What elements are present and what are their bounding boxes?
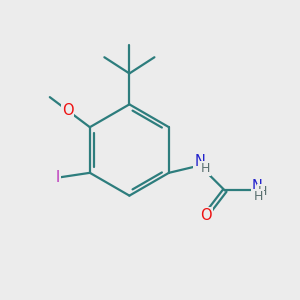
Text: N: N bbox=[194, 154, 205, 169]
Text: H: H bbox=[258, 185, 267, 199]
Text: O: O bbox=[62, 103, 73, 118]
Text: I: I bbox=[56, 170, 60, 185]
Text: H: H bbox=[254, 190, 263, 203]
Text: O: O bbox=[200, 208, 212, 223]
Text: N: N bbox=[252, 179, 263, 194]
Text: H: H bbox=[200, 162, 210, 175]
